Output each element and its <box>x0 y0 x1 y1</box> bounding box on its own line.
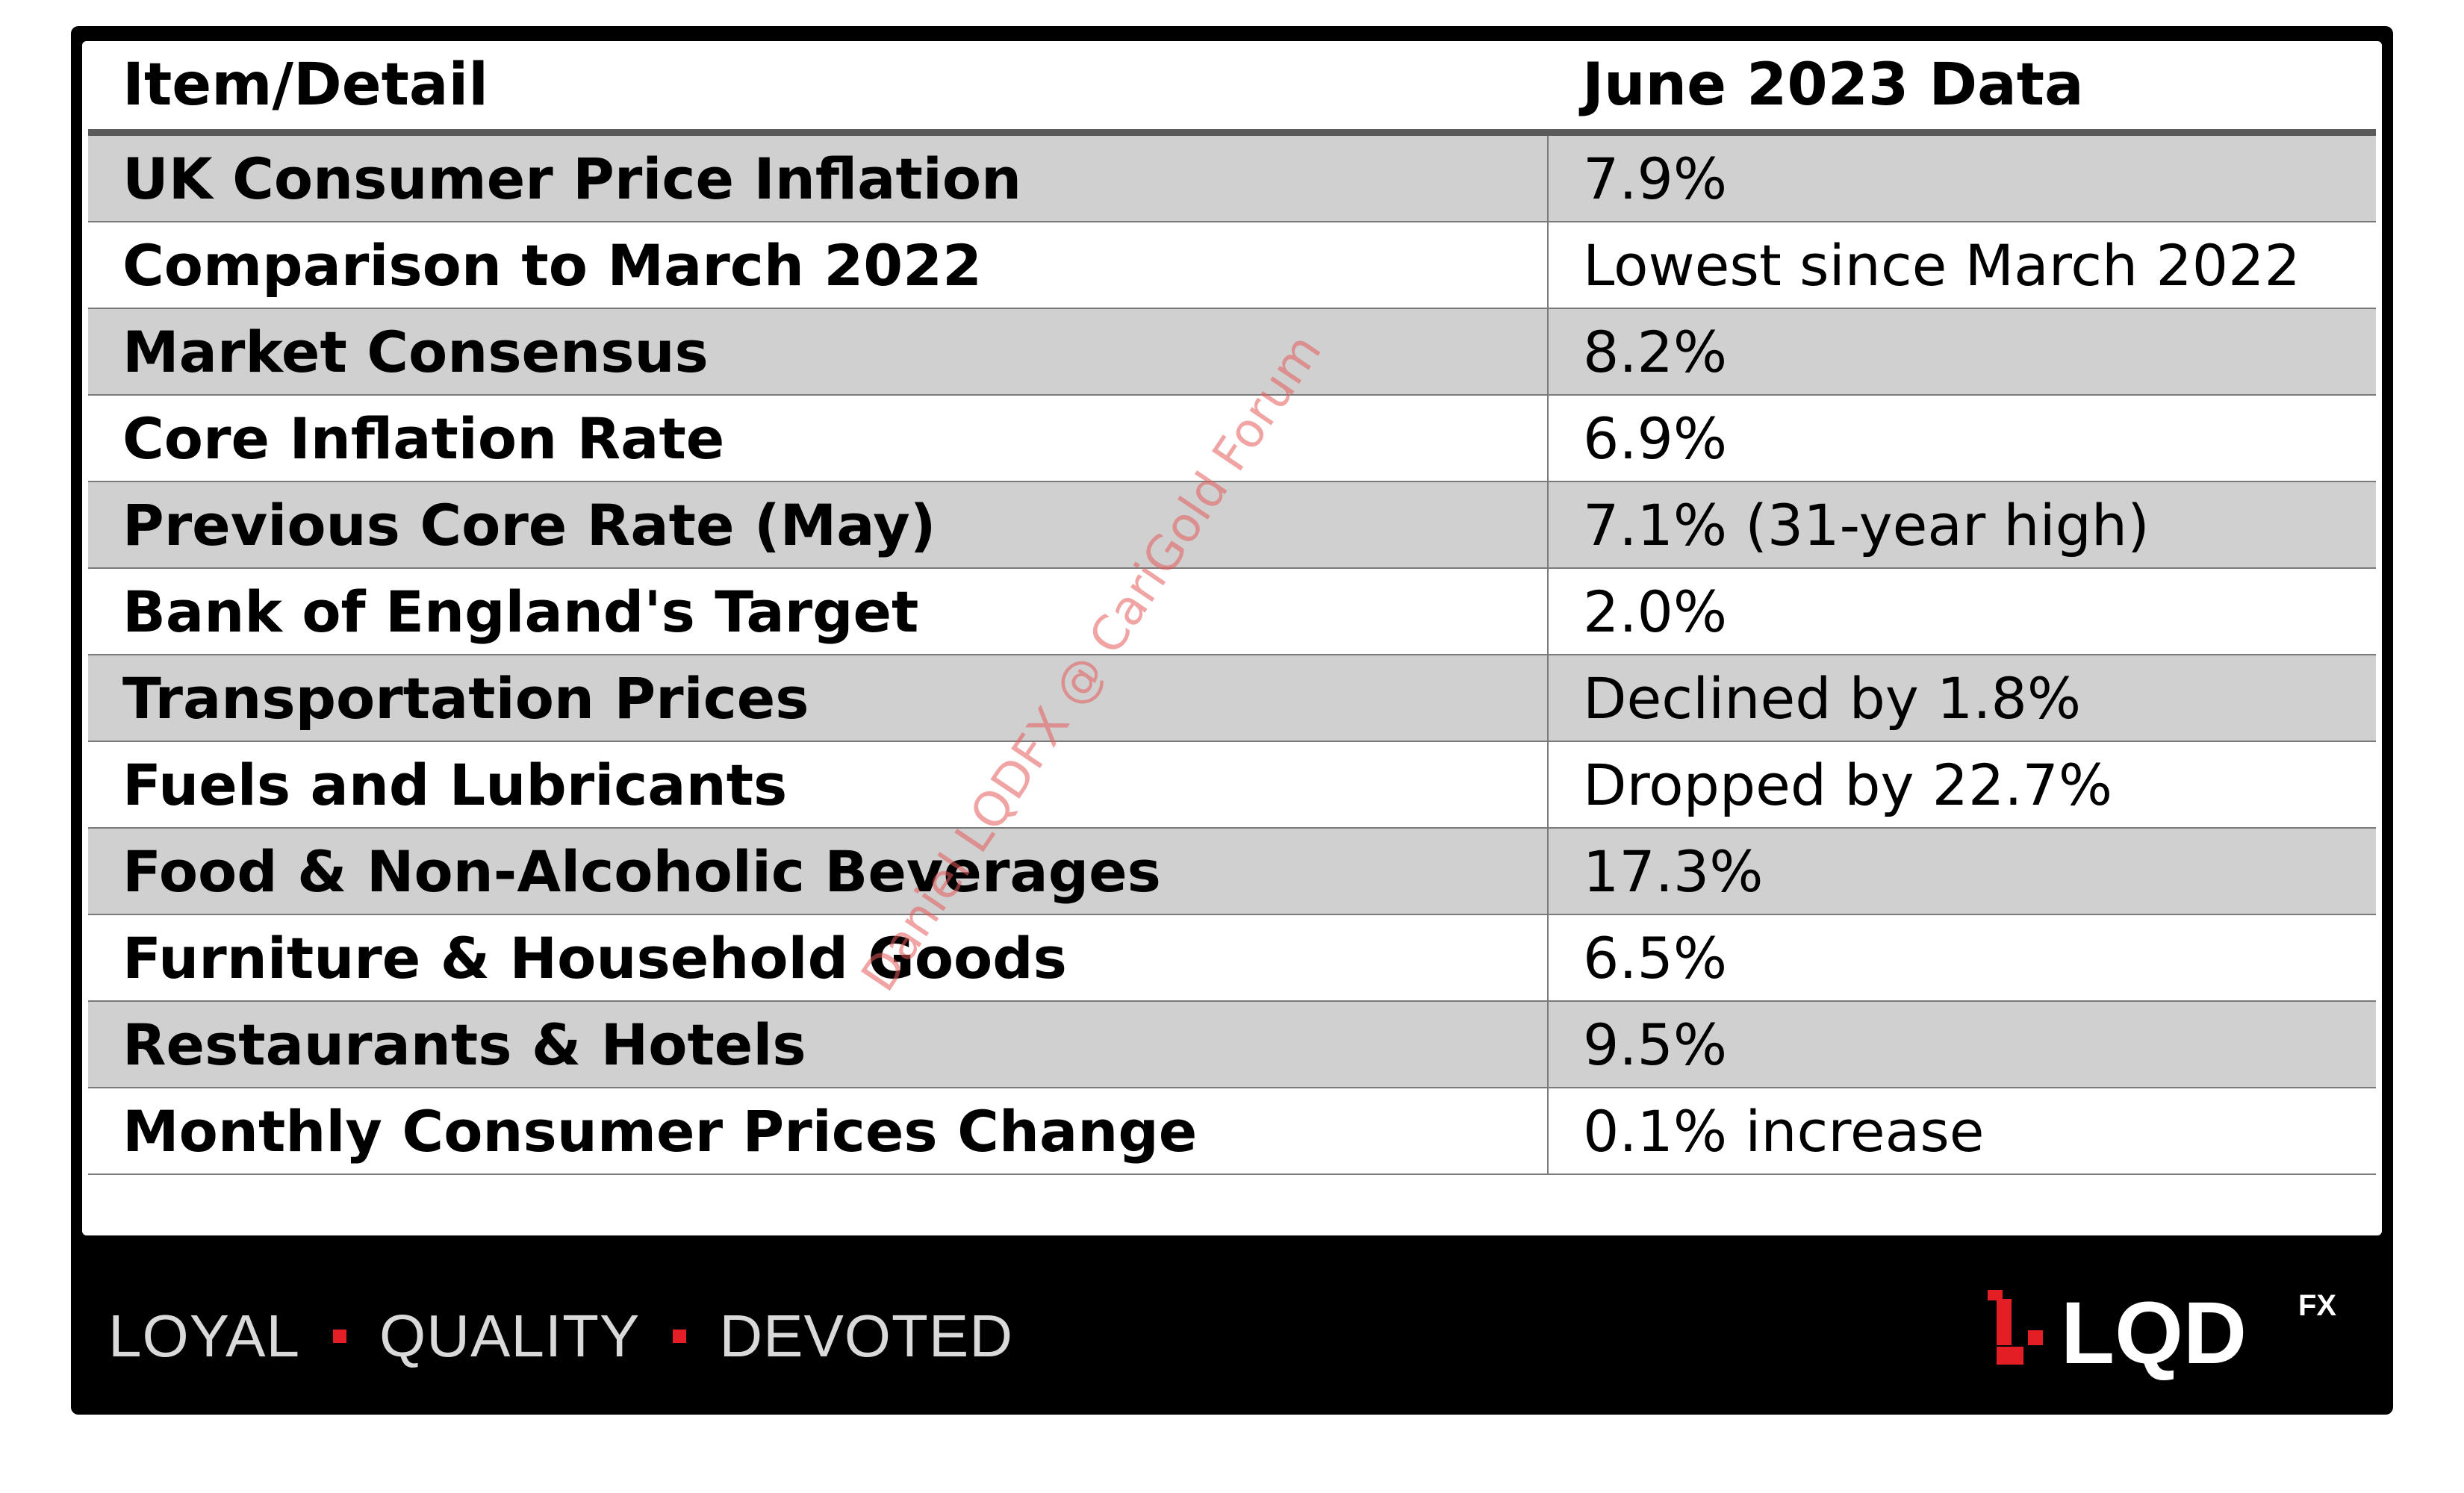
row-value: 7.9% <box>1548 132 2376 222</box>
header-june-2023-data: June 2023 Data <box>1548 41 2376 136</box>
row-value: 0.1% increase <box>1548 1088 2376 1175</box>
table-row: Market Consensus 8.2% <box>88 308 2376 396</box>
table-container: Item/Detail June 2023 Data UK Consumer P… <box>88 41 2376 1175</box>
tagline-word-loyal: LOYAL <box>108 1303 300 1369</box>
row-value: Lowest since March 2022 <box>1548 222 2376 309</box>
row-item-label: Bank of England's Target <box>88 568 1549 655</box>
table-row: Core Inflation Rate 6.9% <box>88 395 2376 482</box>
table-row: Previous Core Rate (May) 7.1% (31-year hi… <box>88 481 2376 569</box>
logo-superscript: FX <box>2298 1289 2336 1322</box>
table-row: Comparison to March 2022 Lowest since Mar… <box>88 222 2376 309</box>
row-item-label: Restaurants & Hotels <box>88 1001 1549 1088</box>
lqdfx-logo: LQD FX <box>1988 1284 2336 1381</box>
logo-text: LQD <box>2061 1284 2247 1381</box>
row-item-label: Fuels and Lubricants <box>88 741 1549 829</box>
table-body: UK Consumer Price Inflation 7.9% Compariso… <box>88 132 2376 1175</box>
row-item-label: Previous Core Rate (May) <box>88 481 1549 569</box>
inflation-table: Item/Detail June 2023 Data UK Consumer P… <box>88 41 2376 1175</box>
row-item-label: Furniture & Household Goods <box>88 914 1549 1002</box>
row-item-label: Transportation Prices <box>88 655 1549 742</box>
row-value: Declined by 1.8% <box>1548 655 2376 742</box>
table-row: Restaurants & Hotels 9.5% <box>88 1001 2376 1088</box>
tagline-separator <box>333 1330 346 1343</box>
row-value: 6.5% <box>1548 914 2376 1002</box>
tagline-separator <box>673 1330 687 1343</box>
row-item-label: Comparison to March 2022 <box>88 222 1549 309</box>
table-row: Furniture & Household Goods 6.5% <box>88 914 2376 1002</box>
table-row: UK Consumer Price Inflation 7.9% <box>88 132 2376 222</box>
table-row: Monthly Consumer Prices Change 0.1% incre… <box>88 1088 2376 1175</box>
row-value: 8.2% <box>1548 308 2376 396</box>
tagline-word-devoted: DEVOTED <box>719 1303 1014 1369</box>
row-value: 2.0% <box>1548 568 2376 655</box>
table-row: Bank of England's Target 2.0% <box>88 568 2376 655</box>
lqdfx-logo-mark <box>1988 1290 2043 1365</box>
table-row: Transportation Prices Declined by 1.8% <box>88 655 2376 742</box>
tagline-word-quality: QUALITY <box>379 1303 641 1369</box>
table-row: Fuels and Lubricants Dropped by 22.7% <box>88 741 2376 829</box>
table-row: Food & Non-Alcoholic Beverages 17.3% <box>88 828 2376 915</box>
row-value: 9.5% <box>1548 1001 2376 1088</box>
row-item-label: Food & Non-Alcoholic Beverages <box>88 828 1549 915</box>
row-value: Dropped by 22.7% <box>1548 741 2376 829</box>
row-item-label: UK Consumer Price Inflation <box>88 132 1549 222</box>
footer-tagline: LOYAL QUALITY DEVOTED <box>108 1295 1013 1377</box>
row-item-label: Market Consensus <box>88 308 1549 396</box>
row-item-label: Monthly Consumer Prices Change <box>88 1088 1549 1175</box>
table-header-row: Item/Detail June 2023 Data <box>88 41 2376 136</box>
row-item-label: Core Inflation Rate <box>88 395 1549 482</box>
row-value: 7.1% (31-year high) <box>1548 481 2376 569</box>
row-value: 6.9% <box>1548 395 2376 482</box>
header-item-detail: Item/Detail <box>88 41 1548 136</box>
row-value: 17.3% <box>1548 828 2376 915</box>
